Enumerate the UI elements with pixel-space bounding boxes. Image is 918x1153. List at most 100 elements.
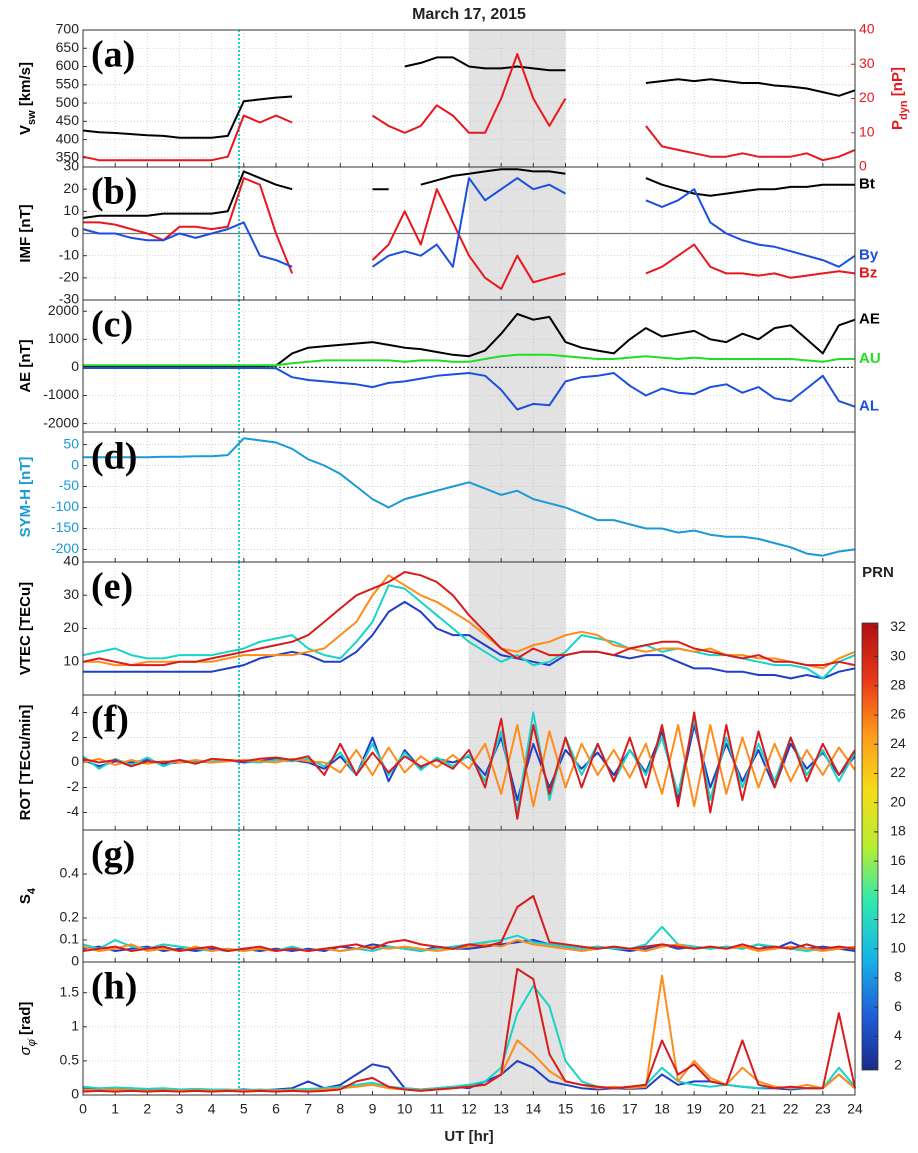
y2-axis-label-part: [nP] (889, 67, 906, 100)
x-tick-label: 1 (111, 1101, 119, 1117)
series-line (82, 571, 856, 667)
y-tick-label: 0.1 (60, 931, 80, 947)
y-tick-label: 30 (63, 586, 79, 602)
y-tick-label: 550 (56, 76, 80, 92)
colorbar-tick-label: 26 (890, 706, 906, 722)
colorbar-tick-label: 20 (890, 793, 906, 809)
y-axis-label-part: V (17, 125, 34, 135)
y-axis-label-part: AE [nT] (17, 339, 34, 392)
y-tick-label: -50 (59, 477, 79, 493)
y2-axis-label: Pdyn [nP] (889, 67, 910, 130)
shaded-interval (469, 432, 566, 562)
x-axis-label: UT [hr] (444, 1128, 493, 1145)
series-line (83, 367, 856, 411)
series-line (83, 353, 855, 367)
colorbar-tick-label: 22 (890, 764, 906, 780)
y-tick-label: -200 (51, 540, 79, 556)
y-tick-label: -2000 (43, 414, 79, 430)
colorbar-tick-label: 28 (890, 677, 906, 693)
shaded-interval (469, 30, 566, 167)
y-axis-label-part: VTEC [TECu] (17, 582, 34, 675)
y-axis-label: ROT [TECu/min] (17, 705, 34, 821)
y-tick-label: 0 (71, 358, 79, 374)
x-tick-label: 18 (654, 1101, 670, 1117)
series-line (82, 177, 856, 268)
y-tick-label: 1.5 (60, 983, 80, 999)
x-tick-label: 17 (622, 1101, 638, 1117)
y-tick-label: 50 (63, 435, 79, 451)
y-tick-label: 0 (71, 456, 79, 472)
y-tick-label: 2 (71, 728, 79, 744)
shaded-interval (469, 962, 566, 1095)
y-axis-label-part: S (17, 894, 34, 904)
series-label: AL (859, 398, 879, 415)
series-label: Bz (859, 265, 877, 282)
panel-label: (e) (91, 566, 133, 608)
y2-tick-label: 0 (859, 158, 867, 174)
y-axis-label-part: sw (26, 110, 38, 125)
y2-tick-label: 10 (859, 123, 875, 139)
y-axis-label: VTEC [TECu] (17, 582, 34, 675)
colorbar-tick-label: 14 (890, 881, 906, 897)
y-tick-label: 10 (63, 202, 79, 218)
y2-tick-label: 30 (859, 55, 875, 71)
y-axis-label: AE [nT] (17, 339, 34, 392)
y2-tick-label: 20 (859, 89, 875, 105)
x-tick-label: 14 (526, 1101, 542, 1117)
y-axis-label-part: [rad] (17, 1002, 34, 1040)
x-tick-label: 8 (336, 1101, 344, 1117)
colorbar-tick-label: 16 (890, 852, 906, 868)
y-tick-label: 650 (56, 39, 80, 55)
y-tick-label: -150 (51, 519, 79, 535)
y2-axis-label-part: dyn (898, 100, 910, 120)
y-axis-label-part: φ̇ (26, 1038, 38, 1046)
series-label: By (859, 247, 879, 264)
series-line (83, 600, 856, 680)
y-tick-label: 0 (71, 224, 79, 240)
series-line (82, 967, 856, 1093)
colorbar-tick-label: 6 (894, 998, 902, 1014)
y-tick-label: 0.5 (60, 1052, 80, 1068)
x-tick-label: 10 (397, 1101, 413, 1117)
series-line (82, 711, 856, 820)
colorbar-tick-label: 8 (894, 969, 902, 985)
x-tick-label: 3 (176, 1101, 184, 1117)
panel-label: (f) (91, 699, 129, 741)
colorbar-tick-label: 12 (890, 910, 906, 926)
y-axis-label-part: IMF [nT] (17, 204, 34, 262)
y-tick-label: 30 (63, 158, 79, 174)
y-tick-label: 1 (71, 1017, 79, 1033)
x-tick-label: 5 (240, 1101, 248, 1117)
y2-tick-label: 40 (859, 21, 875, 37)
panel-label: (c) (91, 304, 133, 346)
y-axis-label-part: ROT [TECu/min] (17, 705, 34, 821)
y-axis-label: σφ̇ [rad] (17, 1002, 38, 1056)
x-tick-label: 24 (847, 1101, 863, 1117)
y-tick-label: 0 (71, 1086, 79, 1102)
x-tick-label: 0 (79, 1101, 87, 1117)
y-axis-label: IMF [nT] (17, 204, 34, 262)
x-tick-label: 11 (430, 1101, 445, 1117)
colorbar (861, 622, 879, 1071)
y-axis-label: S4 (17, 887, 38, 904)
series-label: AU (859, 350, 881, 367)
panel-label: (b) (91, 171, 137, 213)
panel-label: (d) (91, 436, 137, 478)
y-tick-label: -2 (67, 778, 80, 794)
panel-label: (a) (91, 34, 135, 76)
y-tick-label: -1000 (43, 386, 79, 402)
x-tick-label: 21 (751, 1101, 767, 1117)
y-tick-label: 500 (56, 94, 80, 110)
series-label: AE (859, 311, 880, 328)
y-tick-label: -30 (59, 291, 79, 307)
x-tick-label: 20 (719, 1101, 735, 1117)
y-tick-label: 0 (71, 953, 79, 969)
y-tick-label: 20 (63, 619, 79, 635)
y-tick-label: -20 (59, 269, 79, 285)
chart-title: March 17, 2015 (412, 6, 526, 23)
colorbar-tick-label: 18 (890, 823, 906, 839)
y-axis-label-part: 4 (26, 887, 38, 894)
panel-label: (h) (91, 966, 137, 1008)
